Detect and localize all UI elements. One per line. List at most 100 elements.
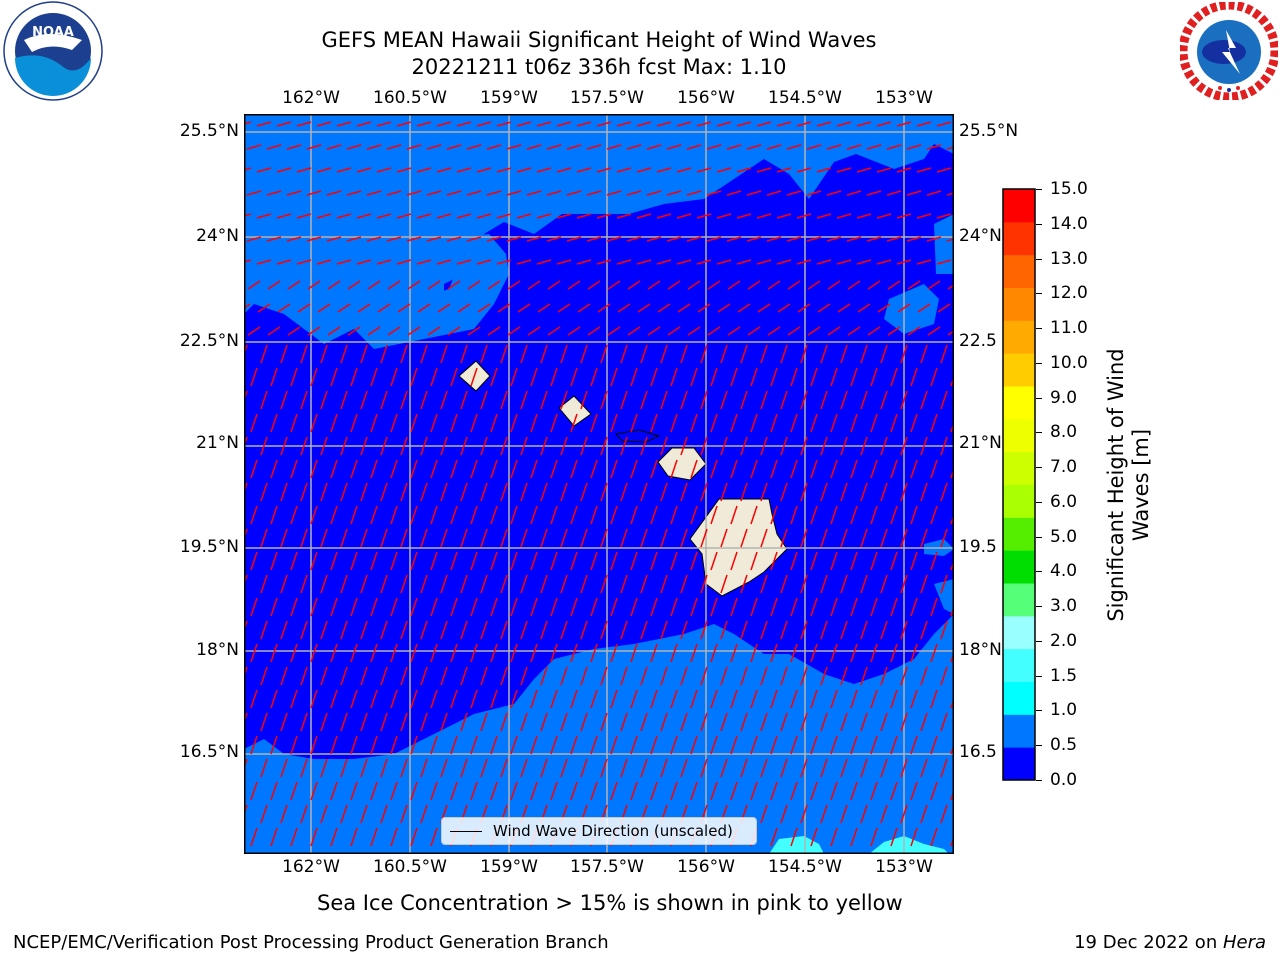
wind-wave-arrow xyxy=(950,834,954,847)
wind-wave-arrow xyxy=(530,413,538,433)
colorbar-tick xyxy=(1036,293,1042,295)
wind-wave-arrow xyxy=(697,303,711,313)
wind-wave-arrow xyxy=(740,436,748,456)
wind-wave-arrow xyxy=(670,459,678,479)
wind-wave-arrow xyxy=(930,551,938,571)
wind-wave-arrow xyxy=(830,781,838,801)
lon-label-top: 153°W xyxy=(875,88,933,108)
colorbar-tick xyxy=(1036,780,1042,781)
wind-wave-arrow xyxy=(787,280,801,290)
wind-wave-arrow xyxy=(447,280,461,290)
wind-wave-arrow xyxy=(800,436,808,456)
wind-wave-arrow xyxy=(520,712,528,732)
colorbar-tick xyxy=(1036,223,1042,225)
wind-wave-arrow xyxy=(244,259,252,263)
wind-wave-arrow xyxy=(370,505,378,525)
wind-wave-arrow xyxy=(496,259,512,265)
wind-wave-arrow xyxy=(360,804,368,824)
wind-wave-arrow xyxy=(500,482,508,502)
wind-wave-arrow xyxy=(896,121,912,127)
wind-wave-arrow xyxy=(767,280,781,290)
wind-wave-arrow xyxy=(720,620,728,640)
wind-wave-arrow xyxy=(780,344,788,364)
wind-wave-arrows xyxy=(244,121,954,847)
wind-wave-arrow xyxy=(840,666,848,686)
wind-wave-arrow xyxy=(920,666,928,686)
wind-wave-arrow xyxy=(520,344,528,364)
wind-wave-arrow xyxy=(420,390,428,410)
wind-wave-arrow xyxy=(350,597,358,617)
wind-wave-arrow xyxy=(487,326,501,336)
wind-wave-arrow xyxy=(866,144,882,150)
wind-wave-arrow xyxy=(636,259,652,265)
wind-wave-arrow xyxy=(280,482,288,502)
wind-wave-arrow xyxy=(947,284,954,290)
cyan-spot-1 xyxy=(769,836,824,854)
wind-wave-arrow xyxy=(770,413,778,433)
wind-wave-arrow xyxy=(660,712,668,732)
wind-wave-arrow xyxy=(520,666,528,686)
wind-wave-arrow xyxy=(830,551,838,571)
wind-wave-arrow xyxy=(386,236,402,242)
wind-wave-arrow xyxy=(320,344,328,364)
wind-wave-arrow xyxy=(636,213,652,219)
wind-wave-arrow xyxy=(610,505,618,525)
wind-wave-arrow xyxy=(680,574,688,594)
wind-wave-arrow xyxy=(637,303,651,313)
wind-wave-arrow xyxy=(837,303,851,313)
wind-wave-arrow xyxy=(330,689,338,709)
wind-wave-arrow xyxy=(950,512,954,525)
wind-wave-arrow xyxy=(860,390,868,410)
wind-wave-arrow xyxy=(616,259,632,265)
wind-wave-arrow xyxy=(790,367,798,387)
wind-wave-arrow xyxy=(776,167,792,173)
wind-wave-arrow xyxy=(936,259,952,265)
wind-wave-arrow xyxy=(900,758,908,778)
wind-wave-arrow xyxy=(246,236,262,242)
wind-wave-arrow xyxy=(590,689,598,709)
wind-wave-arrow xyxy=(620,390,628,410)
wind-wave-arrow xyxy=(830,413,838,433)
wind-wave-arrow xyxy=(770,459,778,479)
wind-wave-arrow xyxy=(296,167,312,173)
wind-wave-arrow xyxy=(670,689,678,709)
wind-wave-arrow xyxy=(250,413,258,433)
wind-wave-arrow xyxy=(586,236,602,242)
colorbar-segment xyxy=(1003,353,1035,387)
wind-wave-arrow xyxy=(860,712,868,732)
wind-wave-arrow xyxy=(310,597,318,617)
wind-wave-arrow xyxy=(307,280,321,290)
wind-wave-arrow xyxy=(550,459,558,479)
wind-wave-arrow xyxy=(477,303,491,313)
wind-wave-arrow xyxy=(577,303,591,313)
wind-wave-arrow xyxy=(516,213,532,219)
wind-wave-arrow xyxy=(296,213,312,219)
wind-wave-arrow xyxy=(917,303,931,313)
lon-label-bottom: 156°W xyxy=(677,857,735,877)
wind-wave-arrow xyxy=(710,689,718,709)
wind-wave-arrow xyxy=(660,666,668,686)
wind-wave-arrow xyxy=(776,259,792,265)
wind-wave-arrow xyxy=(890,643,898,663)
wind-wave-arrow xyxy=(850,367,858,387)
colorbar-segment xyxy=(1003,320,1035,354)
wind-wave-arrow xyxy=(900,666,908,686)
wind-wave-arrow xyxy=(550,781,558,801)
wind-wave-arrow xyxy=(260,528,268,548)
wind-wave-arrow xyxy=(570,643,578,663)
wind-wave-arrow xyxy=(710,367,718,387)
wind-wave-arrow xyxy=(380,482,388,502)
wind-wave-arrow xyxy=(890,827,898,847)
wind-wave-arrow xyxy=(320,712,328,732)
wind-wave-arrow xyxy=(400,390,408,410)
wind-wave-arrow xyxy=(920,574,928,594)
wind-wave-arrow xyxy=(250,735,258,755)
wind-wave-arrow xyxy=(550,597,558,617)
wind-wave-arrow xyxy=(267,326,281,336)
wind-wave-arrow xyxy=(846,190,862,196)
wind-wave-arrow xyxy=(770,505,778,525)
wind-wave-arrow xyxy=(550,505,558,525)
wind-wave-arrow xyxy=(616,167,632,173)
wind-wave-arrow xyxy=(244,666,248,679)
wind-wave-arrow xyxy=(700,482,708,502)
